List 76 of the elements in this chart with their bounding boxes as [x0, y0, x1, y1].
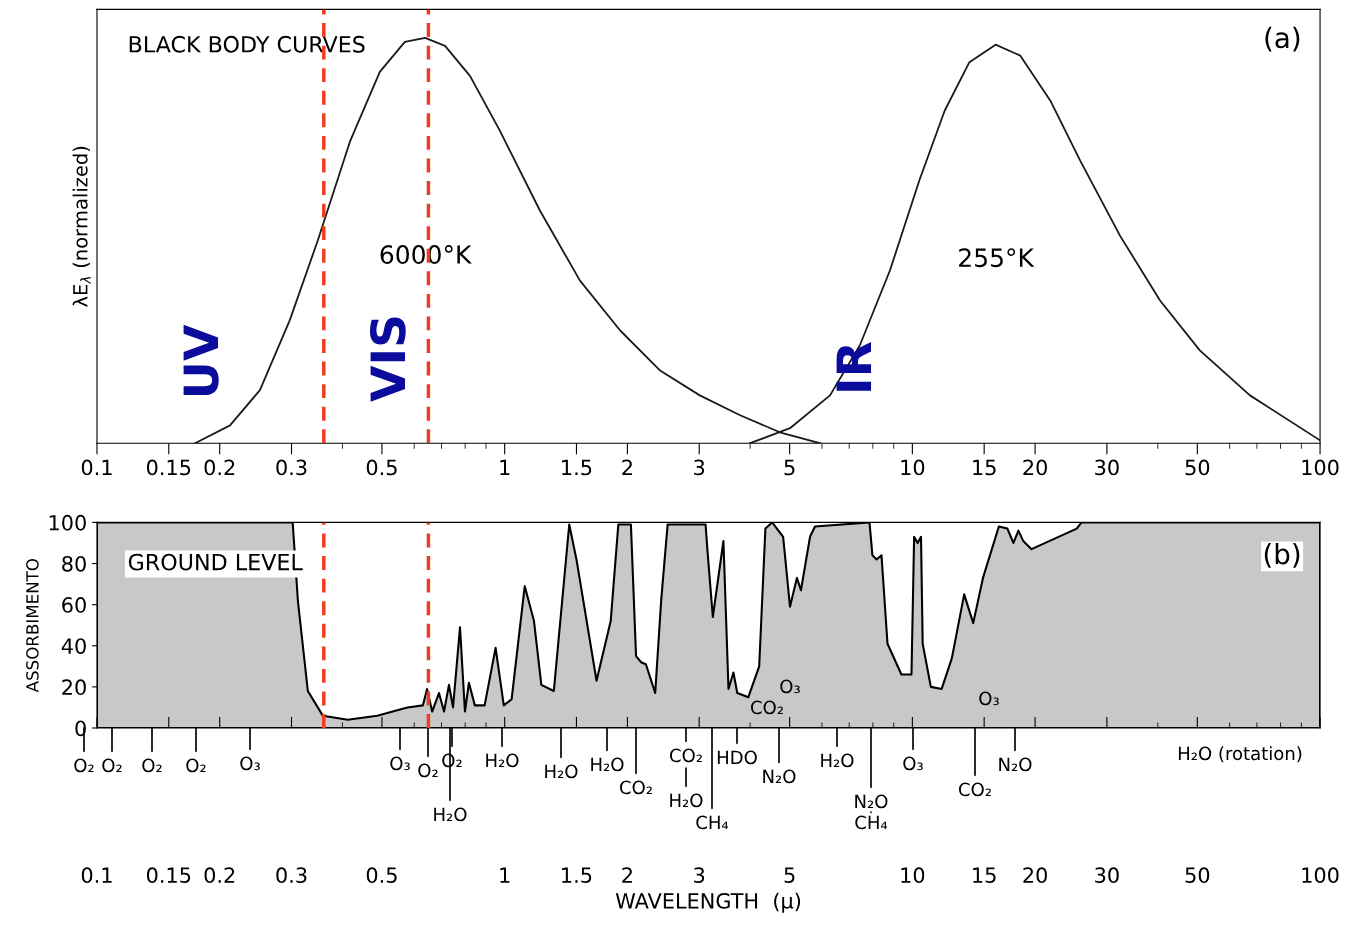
text: H₂O	[434, 807, 467, 822]
x-tick-label: 10	[901, 459, 925, 476]
y-axis-title: ASSORBIMENTO	[26, 559, 39, 693]
x-tick-label: 20	[1023, 459, 1047, 476]
x-tick-label: 30	[1095, 459, 1119, 476]
text: H₂O	[591, 757, 624, 772]
text: H₂O	[821, 753, 854, 768]
x-tick-label: 3	[694, 459, 705, 476]
x-tick-label: 50	[1185, 459, 1210, 476]
text: 255°K	[959, 248, 1035, 268]
text: H₂O	[545, 764, 578, 779]
x-tick-label: 15	[973, 867, 996, 884]
text: O₃	[903, 756, 923, 771]
text: H₂O	[670, 793, 703, 808]
x-tick-label: 2	[622, 867, 632, 883]
text: GROUND LEVEL	[128, 553, 303, 571]
x-tick-label: 0.5	[366, 867, 397, 884]
x-tick-label: 20	[1023, 867, 1047, 884]
x-tick-label: 1.5	[562, 459, 592, 476]
y-tick-label: 40	[61, 638, 86, 654]
annotation: (b)	[1264, 542, 1300, 568]
x-tick-label: 0.1	[81, 459, 112, 476]
text: O₃	[240, 756, 260, 771]
annotation: UV	[183, 324, 219, 396]
text: CO₂	[669, 748, 702, 763]
y-tick-label: 100	[49, 514, 86, 531]
text: O₂	[418, 763, 438, 778]
x-axis-title: WAVELENGTH (μ)	[615, 892, 801, 913]
text: CO₂	[619, 780, 652, 795]
text: HDO	[717, 750, 757, 765]
y-tick-label: 80	[62, 555, 86, 572]
x-tick-label: 0.1	[81, 867, 112, 884]
text: CO₂	[958, 782, 991, 797]
y-tick-label: 20	[62, 679, 86, 696]
text: CH₄	[696, 815, 729, 830]
x-tick-label: 0.2	[204, 459, 235, 476]
text: O₃	[390, 756, 410, 771]
x-tick-label: 15	[973, 459, 996, 476]
x-tick-label: 1	[500, 867, 510, 883]
annotation: (a)	[1265, 26, 1300, 52]
y-tick-label: 0	[75, 720, 86, 737]
annotation: VIS	[369, 317, 406, 402]
annotation: CO₂	[750, 700, 783, 715]
x-tick-label: 100	[1302, 867, 1339, 884]
x-tick-label: 0.3	[276, 459, 307, 476]
annotation: O₃	[979, 691, 999, 706]
chart-title: BLACK BODY CURVES	[129, 35, 365, 53]
text: CH₄	[855, 815, 888, 830]
x-tick-label: 0.15	[146, 459, 191, 476]
text: N₂O	[763, 769, 796, 784]
y-tick-label: 60	[62, 597, 86, 613]
x-tick-label: 50	[1185, 867, 1210, 884]
x-tick-label: 100	[1302, 459, 1339, 476]
text: H₂O	[486, 753, 519, 768]
x-tick-label: 0.5	[366, 459, 397, 476]
text: N₂O	[999, 757, 1032, 772]
text: O₂	[142, 758, 162, 773]
annotation: O₃	[780, 679, 800, 694]
text: H₂O (rotation)	[1178, 746, 1302, 763]
x-tick-label: 2	[622, 459, 632, 476]
annotation: IR	[836, 341, 872, 391]
x-tick-label: 1	[500, 459, 510, 476]
x-tick-label: 5	[784, 867, 795, 884]
text: O₂	[186, 758, 206, 773]
text: N₂O	[855, 794, 888, 809]
x-tick-label: 5	[784, 459, 795, 476]
x-tick-label: 30	[1095, 867, 1119, 884]
x-tick-label: 1.5	[562, 867, 592, 884]
y-axis-title: λE$_{λ}$ (normalized)	[72, 146, 91, 307]
text: O₂	[102, 758, 122, 773]
text: O₂	[74, 758, 94, 773]
x-tick-label: 0.3	[276, 867, 307, 884]
x-tick-label: 3	[694, 867, 705, 884]
x-tick-label: 0.2	[204, 867, 235, 884]
x-tick-label: 0.15	[146, 867, 191, 884]
x-tick-label: 10	[901, 867, 925, 884]
